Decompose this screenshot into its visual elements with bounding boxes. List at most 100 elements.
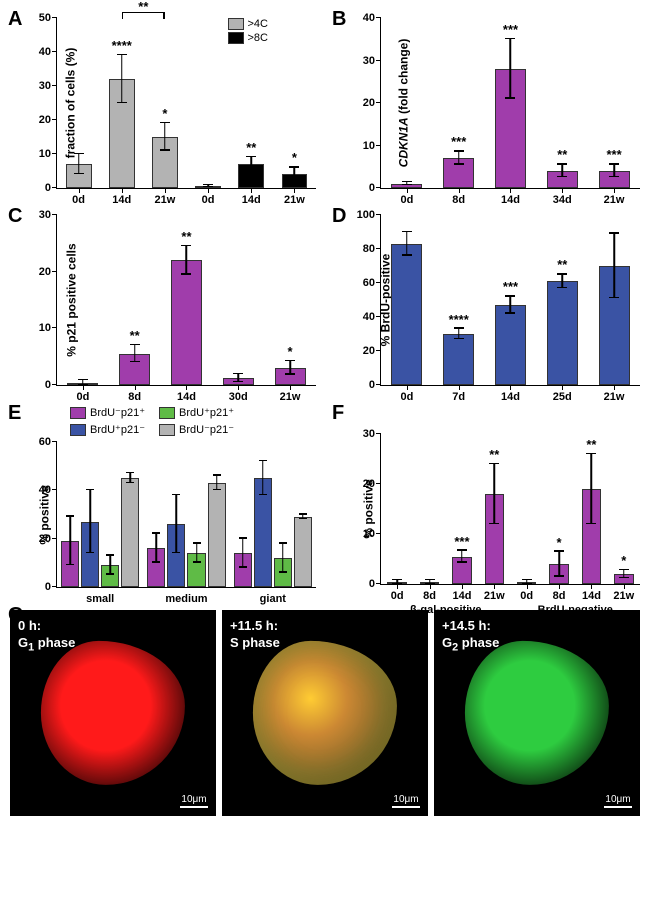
legend-label: BrdU⁺p21⁻ [90, 423, 145, 436]
y-tick-label: 40 [27, 484, 51, 496]
panel-label-c: C [8, 205, 22, 228]
y-tick-label: 40 [27, 46, 51, 58]
y-tick-label: 0 [351, 578, 375, 590]
significance-marker: ** [489, 448, 499, 461]
micrograph: +14.5 h:G2 phase10μm [434, 610, 640, 816]
panel-e-legend: BrdU⁻p21⁺ BrdU⁺p21⁺ BrdU⁺p21⁻ BrdU⁻p21⁻ [70, 406, 234, 438]
micrograph: 0 h:G1 phase 10μm [10, 610, 216, 816]
x-tick-label: 34d [553, 194, 572, 206]
y-tick-label: 40 [351, 311, 375, 323]
panel-c: C % p21 positive cells 01020300d**8d**14… [10, 207, 316, 386]
legend-swatch [70, 407, 86, 419]
significance-marker: **** [449, 313, 469, 326]
significance-marker: * [292, 151, 297, 164]
x-tick-label: 0d [400, 194, 413, 206]
x-tick-label: 21w [604, 391, 625, 403]
x-tick-label: 14d [582, 590, 601, 602]
y-tick-label: 20 [27, 114, 51, 126]
x-tick-label: 8d [128, 391, 141, 403]
y-tick-label: 10 [27, 322, 51, 334]
scalebar: 10μm [392, 794, 420, 808]
y-tick-label: 80 [351, 243, 375, 255]
x-tick-label: 0d [202, 194, 215, 206]
y-tick-label: 0 [351, 379, 375, 391]
micrograph-row: 0 h:G1 phase10μm+11.5 h:S phase10μm+14.5… [10, 610, 640, 816]
x-tick-label: 0d [72, 194, 85, 206]
bar [294, 517, 312, 587]
y-tick-label: 20 [351, 345, 375, 357]
legend-swatch [159, 407, 175, 419]
y-tick-label: 50 [27, 12, 51, 24]
significance-marker: *** [503, 280, 518, 293]
panel-label-f: F [332, 402, 344, 425]
significance-marker: *** [503, 23, 518, 36]
legend-swatch [159, 424, 175, 436]
panel-a: A >4C >8C fraction of cells (%) 01020304… [10, 10, 316, 189]
y-tick-label: 30 [351, 55, 375, 67]
x-tick-label: 21w [484, 590, 505, 602]
y-tick-label: 0 [27, 379, 51, 391]
x-tick-label: 0d [520, 590, 533, 602]
panel-f-chart: % positive 01020300d8d***14d**21w0d*8d**… [380, 434, 640, 585]
panel-d: D % BrdU-positive 0204060801000d****7d**… [334, 207, 640, 386]
micrograph: +11.5 h:S phase10μm [222, 610, 428, 816]
x-tick-label: 25d [553, 391, 572, 403]
group-label: medium [165, 593, 207, 605]
significance-marker: * [557, 536, 562, 549]
y-tick-label: 30 [351, 428, 375, 440]
legend-label: BrdU⁺p21⁺ [179, 406, 234, 419]
x-tick-label: 0d [400, 391, 413, 403]
x-tick-label: 0d [391, 590, 404, 602]
panel-label-e: E [8, 402, 21, 425]
y-tick-label: 100 [351, 209, 375, 221]
x-tick-label: 14d [452, 590, 471, 602]
bar [391, 244, 422, 385]
x-tick-label: 14d [242, 194, 261, 206]
scalebar: 10μm [180, 794, 208, 808]
panel-label-a: A [8, 8, 22, 31]
significance-marker: * [162, 107, 167, 120]
significance-marker: * [288, 345, 293, 358]
y-tick-label: 10 [351, 140, 375, 152]
bar [443, 334, 474, 385]
x-tick-label: 14d [501, 391, 520, 403]
x-tick-label: 8d [452, 194, 465, 206]
y-tick-label: 20 [351, 478, 375, 490]
y-tick-label: 10 [27, 148, 51, 160]
y-tick-label: 40 [351, 12, 375, 24]
panel-e-chart: % positive 0204060smallmediumgiant [56, 442, 316, 588]
group-label: small [86, 593, 114, 605]
micrograph-label: 0 h:G1 phase [18, 618, 75, 655]
panel-a-chart: fraction of cells (%) 010203040500d****1… [56, 18, 316, 189]
bar [547, 281, 578, 385]
x-tick-label: 21w [155, 194, 176, 206]
legend-swatch [70, 424, 86, 436]
y-tick-label: 20 [27, 266, 51, 278]
legend-label: BrdU⁻p21⁻ [179, 423, 234, 436]
panel-e: E BrdU⁻p21⁺ BrdU⁺p21⁺ BrdU⁺p21⁻ BrdU⁻p21… [10, 404, 316, 588]
panel-f: F % positive 01020300d8d***14d**21w0d*8d… [334, 404, 640, 588]
significance-marker: *** [606, 148, 621, 161]
significance-marker: **** [112, 39, 132, 52]
x-tick-label: 14d [112, 194, 131, 206]
figure-grid: A >4C >8C fraction of cells (%) 01020304… [10, 10, 640, 816]
x-tick-label: 21w [284, 194, 305, 206]
x-tick-label: 30d [229, 391, 248, 403]
x-tick-label: 8d [553, 590, 566, 602]
panel-d-chart: % BrdU-positive 0204060801000d****7d***1… [380, 215, 640, 386]
micrograph-label: +14.5 h:G2 phase [442, 618, 499, 655]
x-tick-label: 21w [613, 590, 634, 602]
x-tick-label: 8d [423, 590, 436, 602]
y-tick-label: 30 [27, 80, 51, 92]
y-tick-label: 0 [27, 581, 51, 593]
significance-marker: *** [451, 135, 466, 148]
y-tick-label: 30 [27, 209, 51, 221]
panel-b-chart: CDKN1A (fold change) 0102030400d***8d***… [380, 18, 640, 189]
x-tick-label: 14d [501, 194, 520, 206]
bar [208, 483, 226, 587]
significance-marker: * [621, 554, 626, 567]
y-tick-label: 10 [351, 528, 375, 540]
panel-c-chart: % p21 positive cells 01020300d**8d**14d3… [56, 215, 316, 386]
significance-marker: ** [557, 258, 567, 271]
bar [121, 478, 139, 587]
